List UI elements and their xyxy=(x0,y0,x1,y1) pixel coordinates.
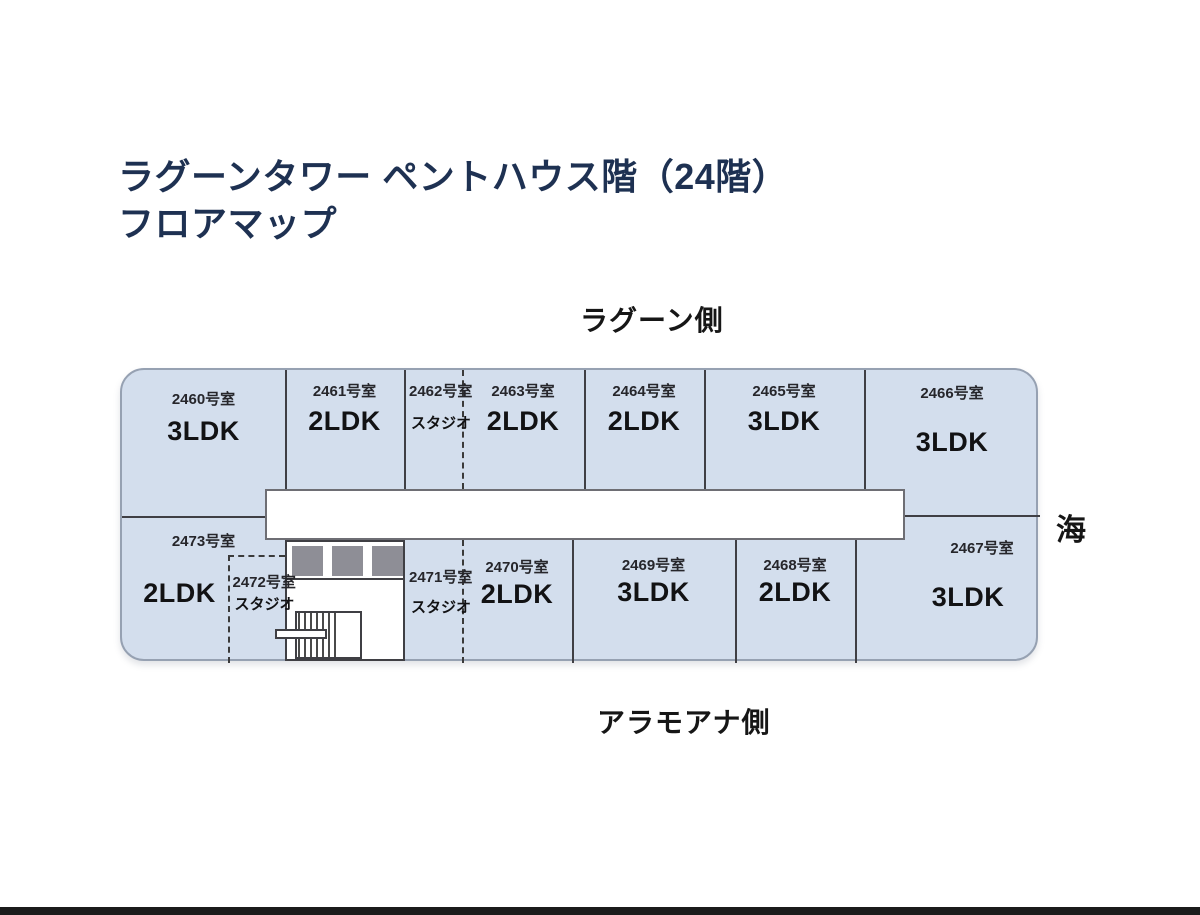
room-2472-dashed-outline xyxy=(228,555,285,663)
wall-2465-2466 xyxy=(864,370,866,489)
room-2472-type: スタジオ xyxy=(234,596,295,613)
room-2467-number: 2467号室 xyxy=(950,540,1014,557)
room-2473-number: 2473号室 xyxy=(171,533,236,550)
room-2460: 2460号室 3LDK xyxy=(122,370,285,489)
room-2462-number: 2462号室 xyxy=(409,383,473,400)
room-2470-number: 2470号室 xyxy=(485,559,549,576)
stair-handrail xyxy=(275,629,327,639)
elevator-shaft-icon xyxy=(372,546,403,576)
title-line1: ラグーンタワー ペントハウス階（24階） xyxy=(118,156,789,197)
wall-2464-2465 xyxy=(704,370,706,489)
elevator-shaft-icon xyxy=(292,546,323,576)
room-2466-number: 2466号室 xyxy=(920,385,984,402)
room-2462-type: スタジオ xyxy=(411,415,472,432)
room-2473: 2473号室 2LDK xyxy=(122,516,285,663)
room-2467-type: 3LDK xyxy=(931,582,1005,612)
room-2466: 2466号室 3LDK xyxy=(864,370,1040,515)
wall-2468-2467 xyxy=(855,540,857,663)
room-2472: 2472号室 スタジオ xyxy=(228,555,296,663)
room-2461-type: 2LDK xyxy=(308,406,381,436)
label-lagoon-side: ラグーン側 xyxy=(580,305,724,336)
room-2469: 2469号室 3LDK xyxy=(572,540,735,663)
label-alamoana-side: アラモアナ側 xyxy=(597,707,771,738)
elevator-shaft-icon xyxy=(332,546,363,576)
room-2460-type: 3LDK xyxy=(167,416,240,446)
wall-2470-2469 xyxy=(572,540,574,663)
room-2463-number: 2463号室 xyxy=(491,383,555,400)
room-2464-type: 2LDK xyxy=(607,406,681,436)
wall-2461-2462 xyxy=(404,370,406,489)
room-2471: 2471号室 スタジオ xyxy=(406,540,473,663)
room-2469-number: 2469号室 xyxy=(621,557,686,574)
elevator-lobby-wall xyxy=(287,578,403,580)
room-2471-number: 2471号室 xyxy=(409,569,473,586)
room-2463: 2463号室 2LDK xyxy=(462,370,584,489)
room-2466-type: 3LDK xyxy=(915,427,989,457)
label-sea: 海 xyxy=(1056,514,1087,547)
wall-2469-2468 xyxy=(735,540,737,663)
letterbox-bar xyxy=(0,907,1200,915)
wall-2462-2463-dashed xyxy=(462,370,464,489)
room-2465-number: 2465号室 xyxy=(752,383,816,400)
room-2463-type: 2LDK xyxy=(486,406,560,436)
floor-plan: 2460号室 3LDK 2461号室 2LDK 2462号室 スタジオ 2463… xyxy=(120,368,1040,663)
room-2461-number: 2461号室 xyxy=(312,383,377,400)
corridor xyxy=(265,489,905,540)
room-2472-number: 2472号室 xyxy=(232,574,296,591)
elevator-core xyxy=(285,540,405,661)
room-2470: 2470号室 2LDK xyxy=(462,540,572,663)
wall-2466-2467 xyxy=(905,515,1040,517)
room-2468-number: 2468号室 xyxy=(763,557,827,574)
room-2465: 2465号室 3LDK xyxy=(704,370,864,489)
page-title: ラグーンタワー ペントハウス階（24階） フロアマップ xyxy=(118,153,788,247)
room-2464: 2464号室 2LDK xyxy=(584,370,704,489)
room-2469-type: 3LDK xyxy=(617,577,690,607)
room-2461: 2461号室 2LDK xyxy=(285,370,404,489)
room-2468-type: 2LDK xyxy=(758,577,832,607)
room-2473-type: 2LDK xyxy=(143,578,216,608)
room-2462: 2462号室 スタジオ xyxy=(406,370,473,489)
wall-2460-2461 xyxy=(285,370,287,489)
title-line2: フロアマップ xyxy=(118,203,338,244)
room-2465-type: 3LDK xyxy=(747,406,821,436)
room-2470-type: 2LDK xyxy=(480,579,554,609)
room-2471-type: スタジオ xyxy=(411,599,472,616)
wall-2460-2473 xyxy=(122,516,265,518)
room-2468: 2468号室 2LDK xyxy=(735,540,855,663)
wall-2463-2464 xyxy=(584,370,586,489)
wall-2471-2470-dashed xyxy=(462,540,464,663)
room-2467: 2467号室 3LDK xyxy=(896,515,1040,663)
room-2460-number: 2460号室 xyxy=(171,391,236,408)
room-2464-number: 2464号室 xyxy=(612,383,676,400)
